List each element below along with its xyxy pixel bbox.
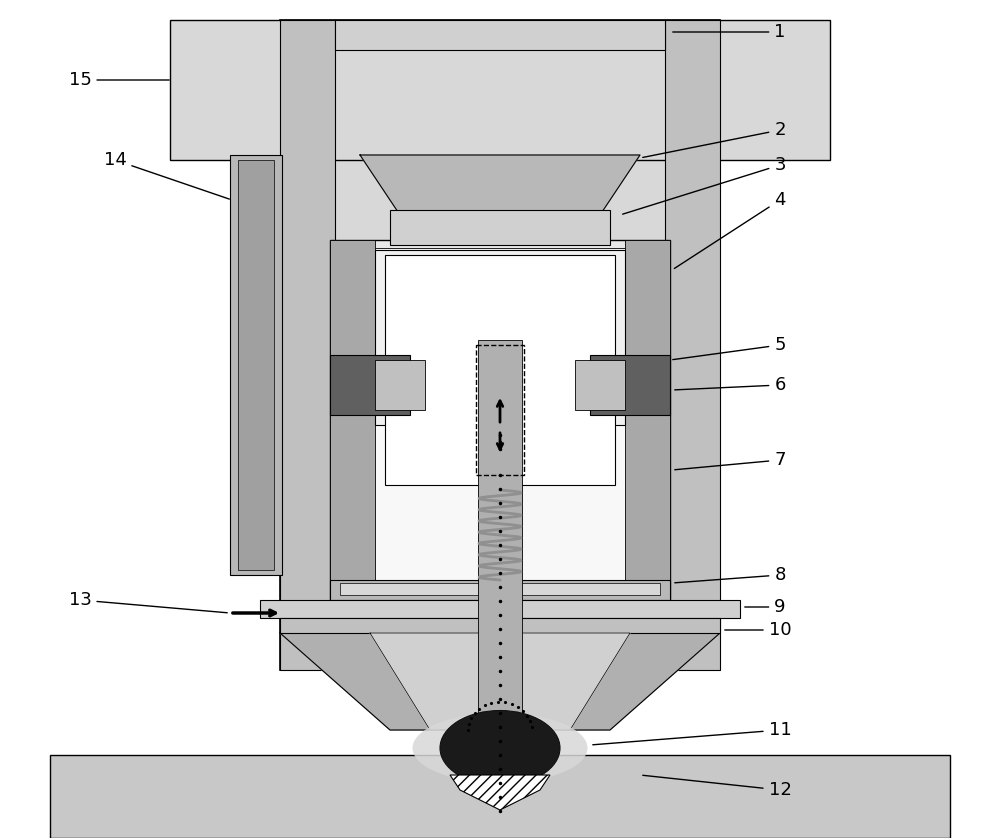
Text: 6: 6 [675, 376, 786, 394]
Bar [330, 240, 670, 630]
Polygon shape [360, 155, 640, 215]
Text: 9: 9 [745, 598, 786, 616]
Polygon shape [370, 633, 630, 730]
Bar [280, 20, 720, 670]
Bar [665, 20, 720, 670]
Text: 10: 10 [725, 621, 791, 639]
Polygon shape [280, 633, 720, 730]
Bar [375, 250, 625, 425]
Bar [625, 240, 670, 630]
Bar [330, 355, 410, 415]
Bar [375, 360, 425, 410]
Bar [385, 255, 615, 485]
Bar [476, 345, 524, 475]
Text: 4: 4 [674, 191, 786, 268]
Text: 7: 7 [675, 451, 786, 470]
Bar [590, 355, 670, 415]
Polygon shape [450, 775, 550, 810]
Bar [50, 755, 950, 838]
Bar [335, 20, 665, 50]
Text: 14: 14 [104, 151, 229, 199]
Ellipse shape [413, 713, 588, 783]
Bar [280, 20, 335, 670]
Text: 2: 2 [643, 121, 786, 158]
Bar [340, 248, 660, 623]
Bar [260, 600, 740, 618]
Bar [340, 583, 660, 595]
Bar [230, 155, 282, 575]
Text: 5: 5 [673, 336, 786, 360]
Ellipse shape [440, 711, 560, 785]
Text: 13: 13 [69, 591, 227, 613]
Bar [170, 20, 830, 160]
Text: 12: 12 [643, 775, 791, 799]
Text: 3: 3 [623, 156, 786, 215]
Bar [330, 580, 670, 600]
Bar [478, 340, 522, 770]
Bar [330, 240, 375, 630]
Text: 11: 11 [593, 721, 791, 745]
Bar [280, 618, 720, 633]
Bar [238, 160, 274, 570]
Text: 1: 1 [673, 23, 786, 41]
Bar [575, 360, 625, 410]
Bar [390, 210, 610, 245]
Text: 15: 15 [69, 71, 169, 89]
Text: 8: 8 [675, 566, 786, 584]
